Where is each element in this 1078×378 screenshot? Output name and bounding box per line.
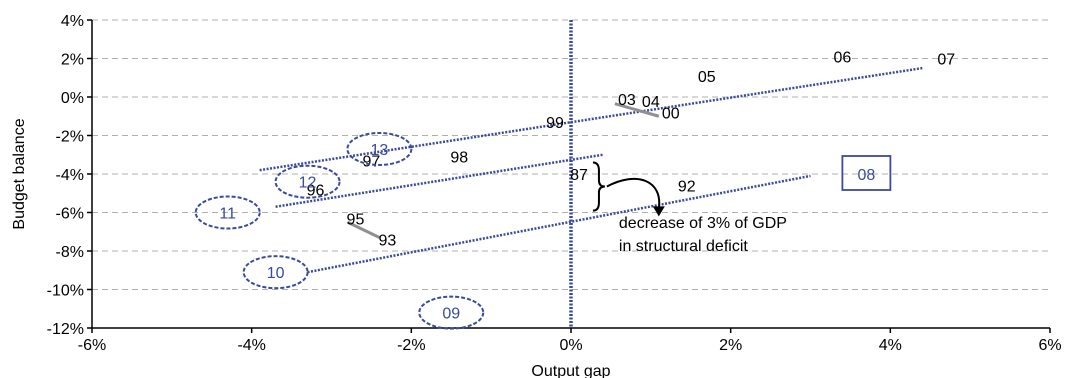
x-tick-label: -2% bbox=[397, 337, 425, 354]
y-tick-label: -2% bbox=[56, 129, 84, 146]
x-tick-label: 6% bbox=[1038, 337, 1061, 354]
data-point-label: 00 bbox=[662, 105, 680, 122]
highlight-label: 11 bbox=[219, 206, 236, 223]
tick-labels: 4%2%0%-2%-4%-6%-8%-10%-12%-6% -4% -2% 0% 2% 4… bbox=[47, 13, 1062, 354]
highlight-ellipse bbox=[242, 255, 309, 290]
connector-segment bbox=[346, 220, 381, 239]
x-tick-label: 0% bbox=[559, 337, 582, 354]
annotation-brace bbox=[592, 161, 605, 212]
y-tick-label: -12% bbox=[47, 321, 84, 338]
y-tick-label: -10% bbox=[47, 283, 84, 300]
data-point-label: 93 bbox=[378, 232, 396, 249]
x-tick-label: 4% bbox=[879, 337, 902, 354]
highlight-ellipse bbox=[274, 164, 341, 199]
data-point-label: 92 bbox=[678, 179, 696, 196]
annotation-text-line-2: in structural deficit bbox=[619, 238, 748, 255]
y-tick-label: -8% bbox=[56, 244, 84, 261]
annotation-arrowhead bbox=[652, 206, 665, 217]
trend-line bbox=[259, 66, 923, 172]
trend-line bbox=[275, 153, 604, 208]
x-tick-label: -6% bbox=[78, 337, 106, 354]
connector-segment bbox=[614, 102, 660, 118]
y-tick-label: 0% bbox=[61, 90, 84, 107]
data-point-label: 03 bbox=[618, 92, 636, 109]
data-point-label: 98 bbox=[450, 150, 468, 167]
data-point-label: 06 bbox=[834, 50, 852, 67]
highlight-label: 10 bbox=[267, 265, 285, 282]
data-point-label: 05 bbox=[698, 69, 716, 86]
axes bbox=[87, 19, 1051, 333]
y-tick-label: -6% bbox=[56, 206, 84, 223]
data-point-label: 99 bbox=[546, 115, 564, 132]
annotation: decrease of 3% of GDP in structural defi… bbox=[592, 161, 787, 255]
highlight-label: 08 bbox=[857, 167, 875, 184]
highlight-ellipse bbox=[194, 195, 261, 230]
y-tick-label: 2% bbox=[61, 52, 84, 69]
data-point-label: 97 bbox=[363, 154, 381, 171]
y-tick-label: -4% bbox=[56, 167, 84, 184]
highlight-box bbox=[841, 155, 892, 191]
data-point-label: 04 bbox=[642, 94, 660, 111]
y-axis-label: Budget balance bbox=[11, 118, 28, 229]
highlight-label: 09 bbox=[442, 306, 460, 323]
highlight-ellipse bbox=[346, 131, 413, 166]
x-tick-label: -4% bbox=[237, 337, 265, 354]
trend-lines bbox=[259, 20, 923, 328]
highlighted-points: 13 12 11 10 09 08 bbox=[194, 131, 892, 330]
annotation-text-line-1: decrease of 3% of GDP bbox=[619, 215, 787, 232]
data-point-label: 07 bbox=[937, 52, 955, 69]
data-point-label: 87 bbox=[570, 167, 588, 184]
trend-line bbox=[307, 174, 811, 274]
highlight-ellipse bbox=[418, 295, 485, 330]
x-axis-label: Output gap bbox=[531, 363, 610, 378]
annotation-arrow bbox=[606, 177, 661, 209]
highlight-label: 13 bbox=[371, 142, 389, 159]
data-point-label: 96 bbox=[307, 182, 325, 199]
x-tick-label: 2% bbox=[719, 337, 742, 354]
y-tick-label: 4% bbox=[61, 13, 84, 30]
data-point-label: 95 bbox=[347, 211, 365, 228]
highlight-label: 12 bbox=[299, 175, 317, 192]
